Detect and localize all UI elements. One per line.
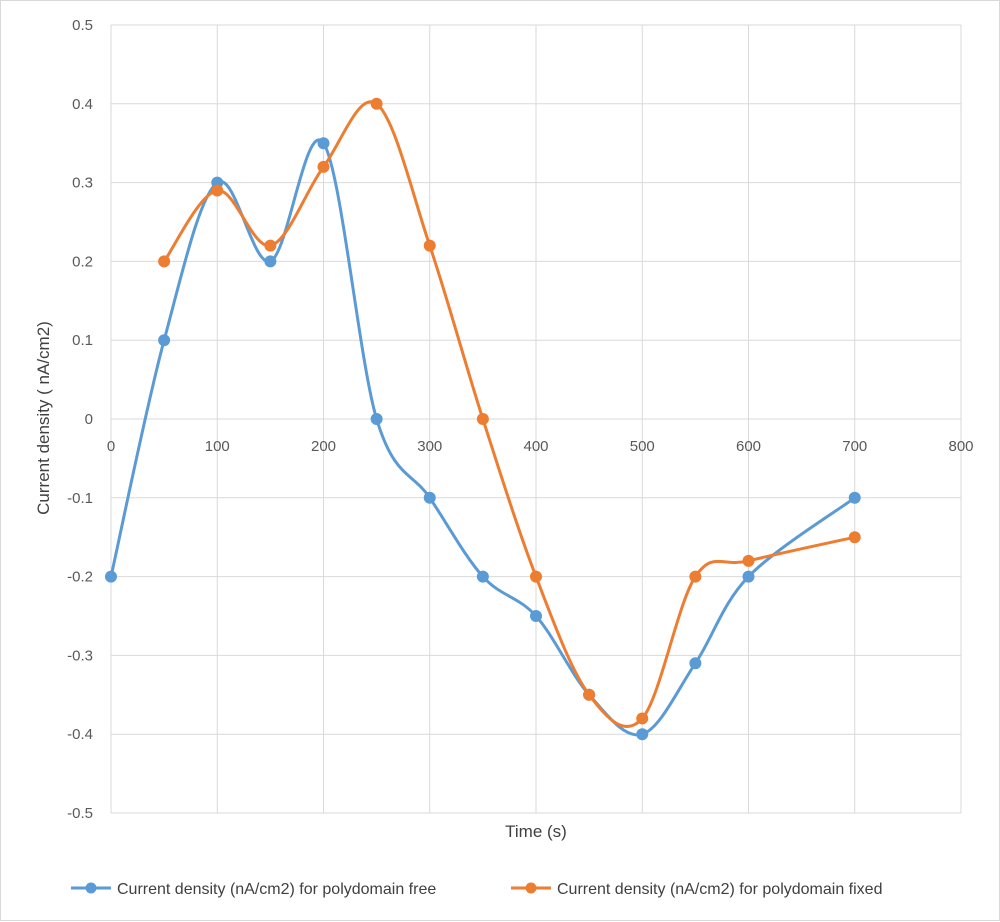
y-tick-label: -0.2: [67, 569, 93, 586]
data-point: [158, 334, 171, 347]
data-point: [636, 728, 649, 741]
data-point: [742, 570, 755, 583]
data-point: [211, 184, 224, 197]
data-point: [370, 413, 383, 425]
x-tick-label: 500: [630, 438, 655, 455]
data-point: [742, 554, 755, 567]
y-tick-label: 0.3: [72, 175, 93, 192]
x-tick-label: 600: [736, 438, 761, 455]
legend-label: Current density (nA/cm2) for polydomain …: [557, 881, 882, 898]
data-point: [264, 239, 277, 252]
y-tick-label: 0: [85, 411, 93, 428]
x-tick-label: 100: [205, 438, 230, 455]
data-point: [317, 137, 330, 150]
data-point: [689, 570, 702, 583]
y-tick-label: -0.4: [67, 726, 93, 743]
x-tick-label: 700: [842, 438, 867, 455]
data-point: [317, 160, 330, 173]
y-tick-label: -0.1: [67, 490, 93, 507]
y-tick-label: 0.5: [72, 17, 93, 34]
legend-label: Current density (nA/cm2) for polydomain …: [117, 881, 436, 898]
data-point: [848, 531, 861, 544]
series-line: [162, 100, 856, 728]
data-point: [423, 491, 436, 504]
data-point: [530, 570, 542, 583]
series-group: [105, 97, 861, 741]
data-point: [689, 657, 702, 670]
y-tick-label: -0.3: [67, 647, 93, 664]
legend-item-2: Current density (nA/cm2) for polydomain …: [511, 881, 882, 898]
x-tick-label: 300: [417, 438, 442, 455]
x-tick-label: 800: [948, 438, 973, 455]
x-tick-label: 0: [107, 438, 115, 455]
data-point: [370, 97, 383, 110]
data-point: [583, 688, 596, 701]
legend: Current density (nA/cm2) for polydomain …: [71, 881, 882, 898]
x-axis-title: Time (s): [505, 822, 567, 841]
data-point: [476, 413, 489, 425]
data-point: [158, 255, 171, 268]
y-axis-title: Current density ( nA/cm2): [34, 321, 53, 515]
y-tick-label: 0.1: [72, 332, 93, 349]
data-point: [848, 491, 861, 504]
axes: -0.5 -0.4 -0.3 -0.2 -0.1 0 0.1 0.2 0.3 0.4 0.5 0 100…: [67, 17, 973, 822]
legend-swatch-marker: [85, 882, 97, 894]
legend-swatch-marker: [525, 882, 537, 894]
x-tick-label: 200: [311, 438, 336, 455]
x-tick-label: 400: [523, 438, 548, 455]
legend-item-1: Current density (nA/cm2) for polydomain …: [71, 881, 436, 898]
data-point: [264, 255, 277, 268]
series-2: [158, 97, 861, 728]
y-tick-label: -0.5: [67, 805, 93, 822]
y-tick-label: 0.4: [72, 96, 93, 113]
data-point: [636, 712, 649, 725]
data-point: [105, 570, 117, 583]
data-point: [423, 239, 436, 252]
y-tick-label: 0.2: [72, 253, 93, 270]
data-point: [476, 570, 489, 583]
data-point: [530, 610, 542, 622]
